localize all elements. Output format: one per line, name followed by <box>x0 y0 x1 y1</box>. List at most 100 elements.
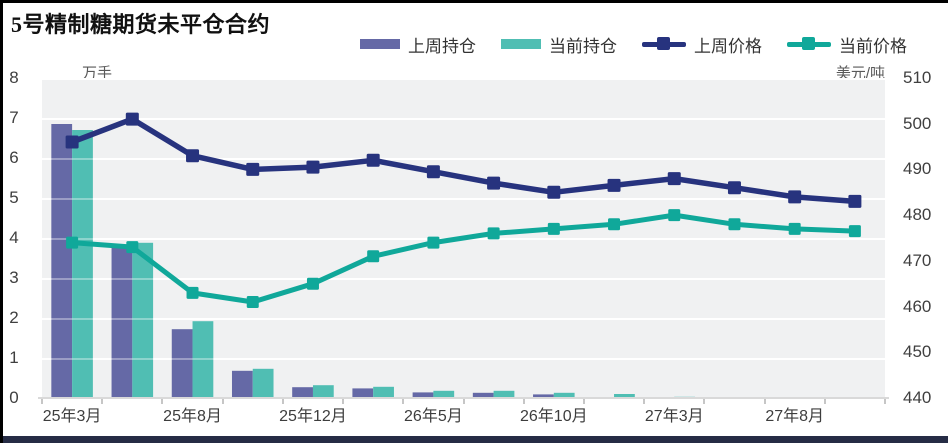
left-axis-unit: 万手 <box>82 65 113 82</box>
chart-canvas <box>42 78 885 398</box>
x-axis-tick <box>221 399 224 404</box>
right-axis-tick-label: 480 <box>903 205 932 225</box>
bar-last-week-4 <box>292 387 313 398</box>
bar-current-1 <box>132 242 154 398</box>
bar-current-3 <box>252 368 274 398</box>
chart-title: 5号精制糖期货未平仓合约 <box>11 12 271 37</box>
x-axis-tick <box>643 399 646 404</box>
bar-current-5 <box>373 386 394 398</box>
right-axis-tick-label: 500 <box>903 113 932 133</box>
bar-last-week-5 <box>352 388 374 398</box>
price-point-current-5 <box>367 250 380 263</box>
bar-current-4 <box>312 385 334 398</box>
price-point-last-week-9 <box>607 178 621 192</box>
right-axis-unit: 美元/吨 <box>835 65 885 82</box>
plot-area <box>42 78 885 398</box>
legend-label: 当前持仓 <box>549 36 617 56</box>
left-border <box>0 0 3 443</box>
legend-item-current-position: 当前持仓 <box>501 32 617 57</box>
legend-item-last-week-position: 上周持仓 <box>360 32 476 57</box>
bar-current-8 <box>553 392 575 398</box>
right-axis-tick-label: 450 <box>903 342 932 362</box>
left-axis-tick-label: 3 <box>9 268 19 287</box>
top-border <box>0 0 948 3</box>
x-axis-tick <box>823 399 826 404</box>
price-point-current-12 <box>788 222 801 235</box>
price-point-last-week-7 <box>487 176 501 190</box>
price-point-last-week-6 <box>426 165 440 179</box>
price-point-last-week-2 <box>186 149 200 163</box>
price-point-current-3 <box>246 296 259 308</box>
bar-last-week-2 <box>171 329 193 398</box>
bar-last-week-1 <box>111 247 133 398</box>
price-point-current-9 <box>608 218 621 231</box>
price-point-current-0 <box>66 236 79 249</box>
price-point-current-11 <box>728 218 741 231</box>
price-point-last-week-1 <box>125 112 139 126</box>
x-axis-tick <box>161 399 164 404</box>
x-axis-tick <box>582 399 585 404</box>
left-axis-tick-label: 4 <box>9 228 19 247</box>
price-line-last-week <box>69 116 858 205</box>
legend-label: 上周持仓 <box>408 36 476 56</box>
left-axis-tick-label: 7 <box>9 108 19 127</box>
legend-item-current-price: 当前价格 <box>787 32 907 57</box>
right-axis-tick-label: 490 <box>903 159 932 179</box>
bar-last-week-7 <box>472 392 494 398</box>
price-point-current-2 <box>186 286 199 299</box>
x-axis-line <box>38 397 889 399</box>
right-axis-tick-label: 510 <box>903 68 932 87</box>
price-point-last-week-10 <box>667 172 681 186</box>
price-point-current-7 <box>487 227 500 240</box>
bar-current-7 <box>493 390 515 398</box>
price-point-last-week-4 <box>306 160 320 174</box>
right-axis-tick-label: 470 <box>903 250 932 270</box>
price-point-current-13 <box>848 225 861 238</box>
x-axis-tick <box>522 399 525 404</box>
x-axis-label: 25年8月 <box>163 408 222 425</box>
left-axis-tick-label: 2 <box>9 308 19 327</box>
bar-current-0 <box>72 130 93 398</box>
left-axis-tick-label: 6 <box>9 148 19 167</box>
x-axis-tick <box>402 399 405 404</box>
line-swatch-icon <box>787 36 831 52</box>
bottom-divider-bar <box>0 436 948 443</box>
right-axis-tick-label: 440 <box>903 388 932 407</box>
bar-last-week-0 <box>51 124 73 398</box>
x-axis-label: 26年5月 <box>404 408 463 425</box>
legend-label: 上周价格 <box>694 36 762 56</box>
bar-current-2 <box>192 321 214 398</box>
price-point-current-10 <box>668 209 681 222</box>
x-axis-label: 27年8月 <box>765 408 825 425</box>
price-point-last-week-13 <box>848 194 862 208</box>
price-point-current-8 <box>547 222 560 235</box>
bar-current-9 <box>614 394 635 398</box>
line-swatch-icon <box>642 36 686 52</box>
x-axis-label: 26年10月 <box>520 408 588 425</box>
x-axis-label: 27年3月 <box>644 408 704 425</box>
left-axis-tick-label: 8 <box>9 68 19 87</box>
price-point-current-1 <box>126 241 139 254</box>
price-point-last-week-12 <box>788 190 802 204</box>
bar-last-week-6 <box>412 392 434 398</box>
legend: 上周持仓 当前持仓 上周价格 当前价格 <box>360 32 907 56</box>
left-axis-tick-label: 1 <box>9 348 19 367</box>
price-point-current-4 <box>306 277 319 290</box>
x-axis-tick <box>462 399 465 404</box>
price-point-last-week-5 <box>366 153 380 167</box>
bar-swatch-icon <box>360 39 400 49</box>
x-axis-tick <box>101 399 104 404</box>
x-axis-tick <box>703 399 706 404</box>
x-axis-tick <box>281 399 284 404</box>
bar-last-week-8 <box>533 394 554 398</box>
legend-item-last-week-price: 上周价格 <box>642 32 762 57</box>
x-axis-label: 25年12月 <box>279 408 347 425</box>
price-point-current-6 <box>427 236 440 249</box>
bar-swatch-icon <box>501 39 541 49</box>
price-point-last-week-0 <box>65 135 79 149</box>
x-axis-tick <box>763 399 766 404</box>
x-axis-tick <box>342 399 345 404</box>
price-point-last-week-3 <box>246 162 260 176</box>
left-axis-tick-label: 0 <box>9 388 19 407</box>
